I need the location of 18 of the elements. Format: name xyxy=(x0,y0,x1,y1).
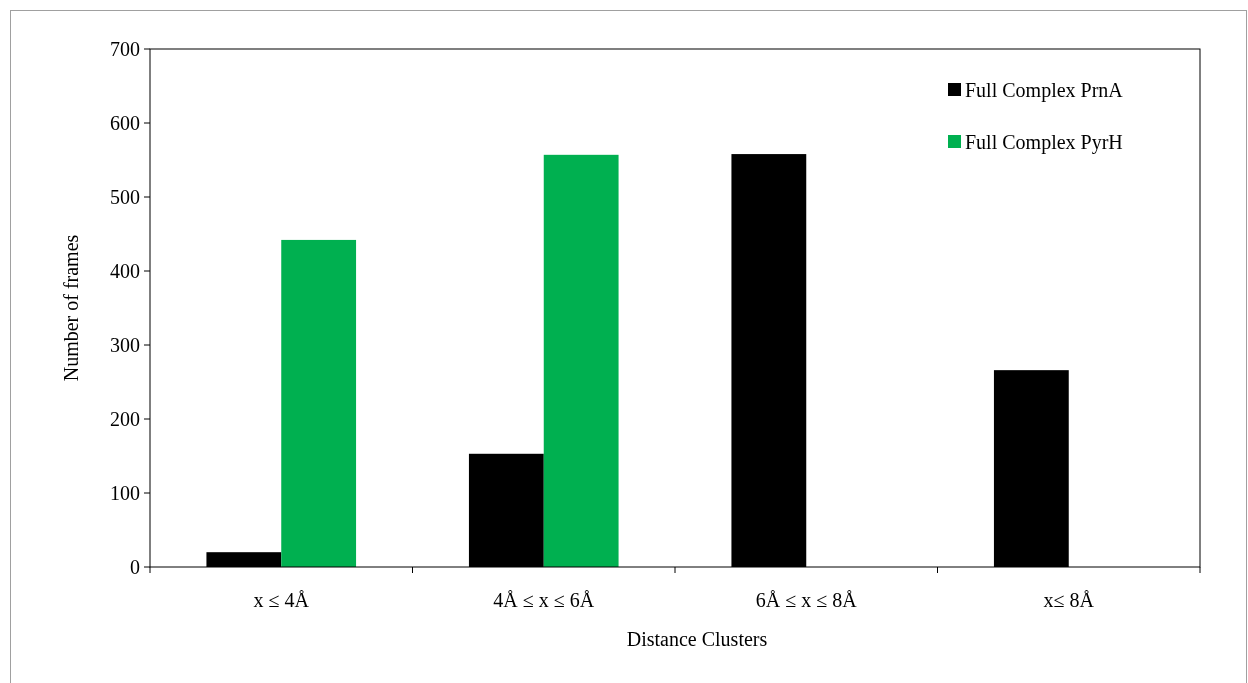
x-axis-title: Distance Clusters xyxy=(626,628,768,650)
bar xyxy=(281,239,357,567)
x-tick-label: x ≤ 4Å xyxy=(253,589,310,611)
y-tick-label: 600 xyxy=(110,112,140,134)
y-tick-label: 0 xyxy=(130,556,140,578)
y-tick-label: 100 xyxy=(110,482,140,504)
y-axis-title: Number of frames xyxy=(60,234,82,382)
y-tick-label: 700 xyxy=(110,38,140,60)
x-tick-label: x≤ 8Å xyxy=(1043,589,1095,611)
y-tick-label: 500 xyxy=(110,186,140,208)
bar xyxy=(543,154,619,567)
y-tick-label: 300 xyxy=(110,334,140,356)
legend-label: Full Complex PyrH xyxy=(965,131,1123,154)
x-tick-label: 4Å ≤ x ≤ 6Å xyxy=(493,589,595,611)
legend-label: Full Complex PrnA xyxy=(965,79,1124,102)
y-tick-label: 400 xyxy=(110,260,140,282)
y-tick-label: 200 xyxy=(110,408,140,430)
x-tick-label: 6Å ≤ x ≤ 8Å xyxy=(755,589,858,611)
